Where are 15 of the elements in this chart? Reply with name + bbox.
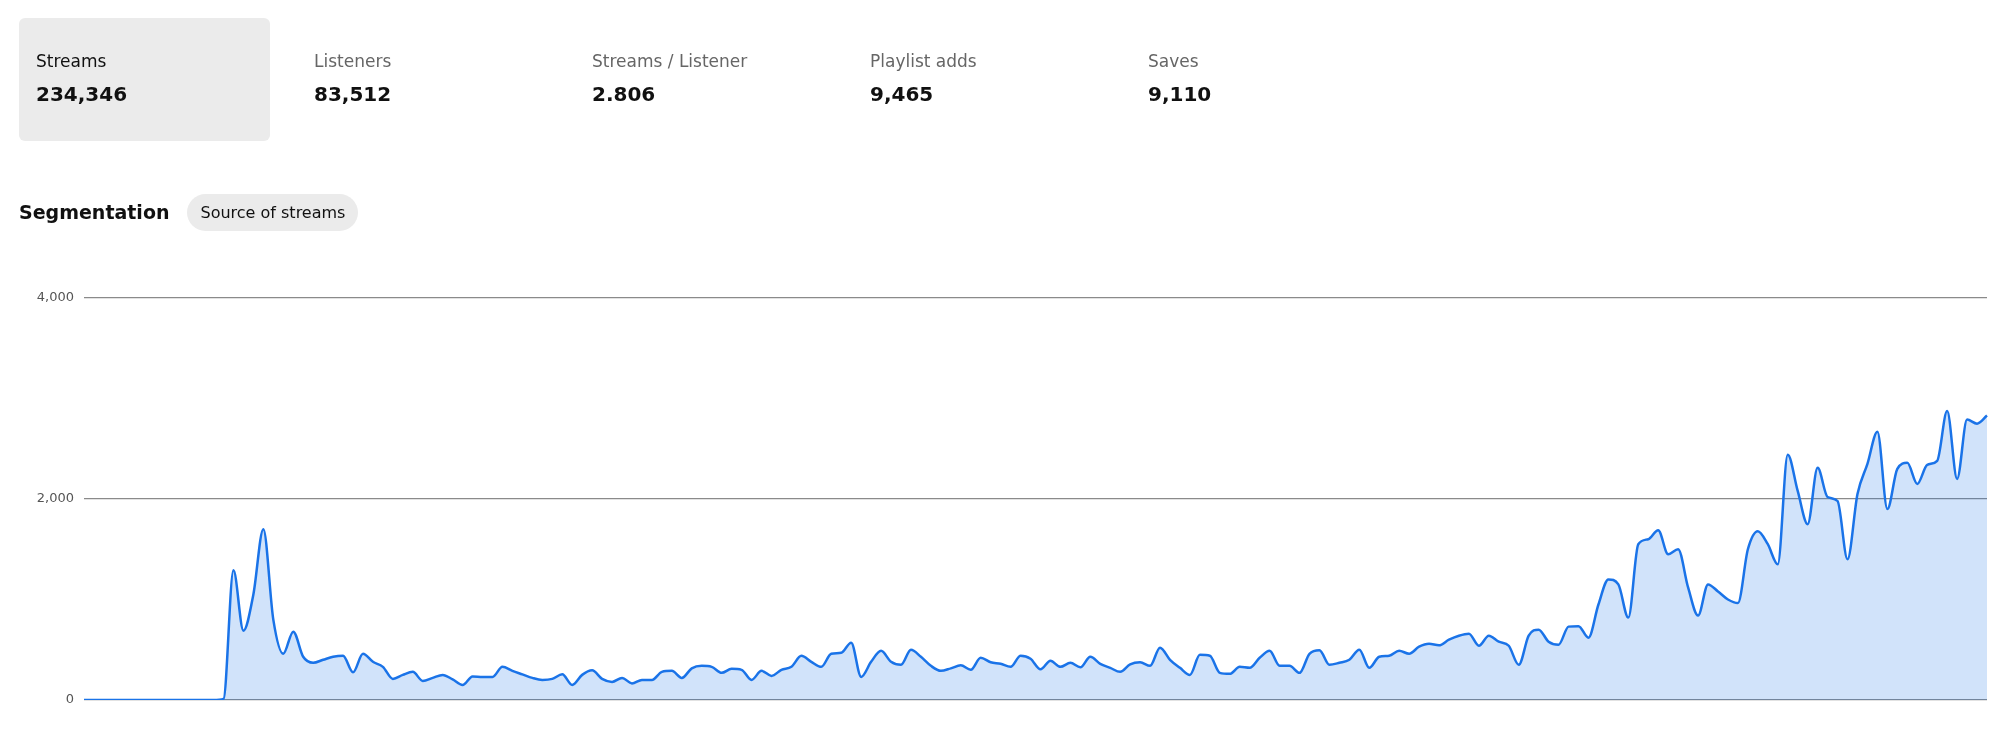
y-tick-label: 2,000 [36, 490, 74, 506]
text: Saves [1148, 51, 1200, 71]
text: 234,346 [36, 82, 129, 106]
chart-title: Segmentation [19, 201, 170, 223]
text: 9,465 [870, 82, 935, 106]
text: Streams / Listener [592, 51, 749, 71]
text: Playlist adds [870, 51, 978, 71]
text: 9,110 [1148, 82, 1213, 106]
text: 83,512 [314, 82, 393, 106]
y-tick-label: 0 [65, 691, 74, 707]
y-tick-label: 4,000 [36, 289, 74, 305]
source-note: Source of streams [187, 193, 359, 231]
text: 2.806 [592, 82, 657, 106]
text: Listeners [314, 51, 393, 71]
text: Streams [36, 51, 108, 71]
